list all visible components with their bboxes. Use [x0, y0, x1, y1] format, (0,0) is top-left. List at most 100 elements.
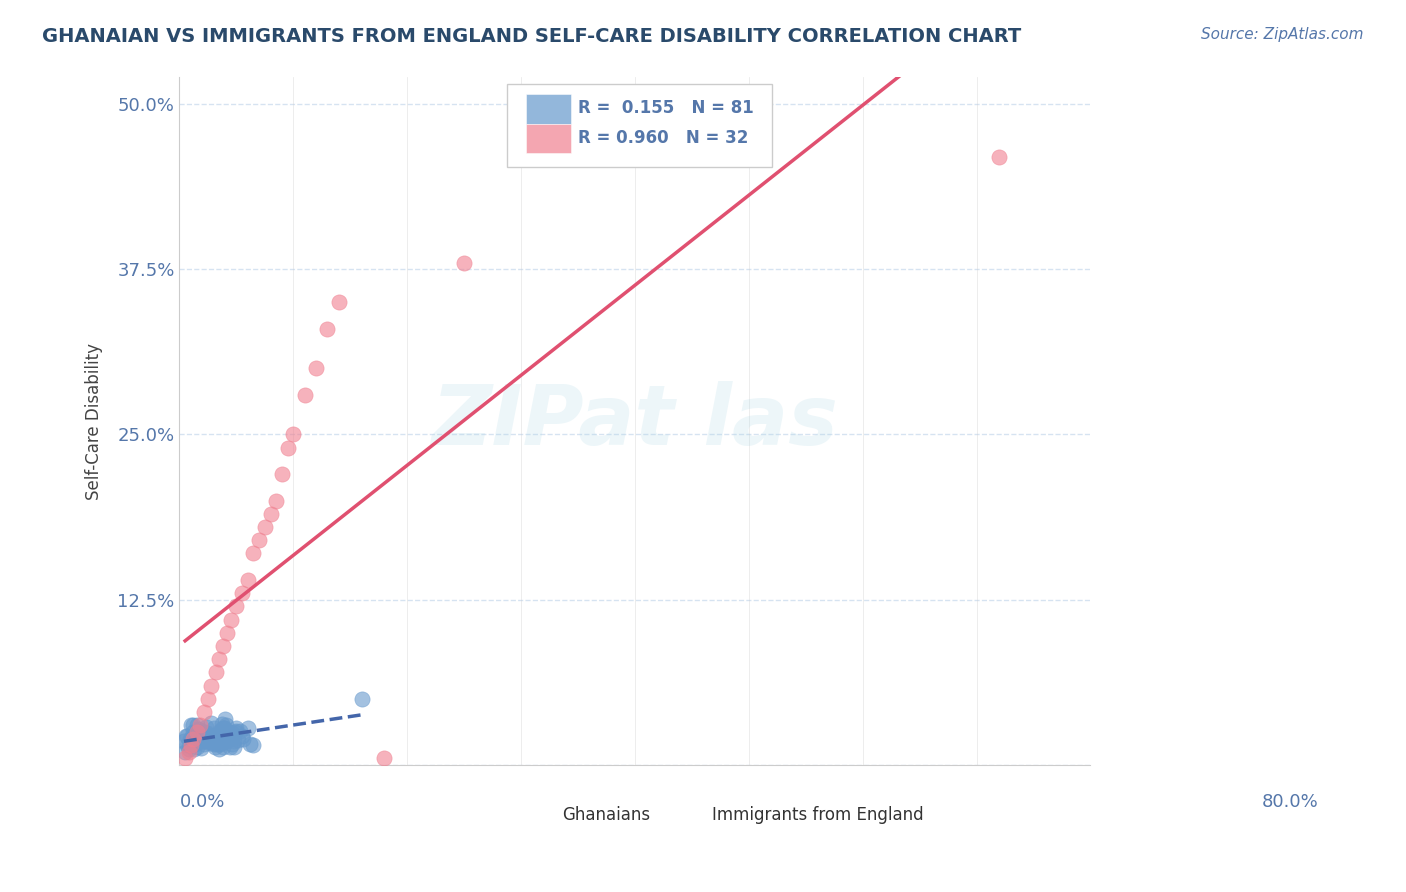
FancyBboxPatch shape	[508, 85, 772, 167]
Point	[205, 728, 228, 742]
Point	[188, 726, 211, 740]
Point	[174, 729, 197, 743]
Point	[259, 507, 281, 521]
Point	[305, 361, 328, 376]
Point	[271, 467, 294, 482]
FancyBboxPatch shape	[526, 123, 571, 153]
Point	[181, 718, 204, 732]
Point	[184, 737, 207, 751]
Point	[225, 723, 247, 738]
Point	[253, 520, 276, 534]
Point	[186, 725, 208, 739]
Point	[294, 388, 316, 402]
Point	[200, 679, 222, 693]
Point	[198, 734, 221, 748]
Point	[222, 734, 245, 748]
Point	[204, 729, 226, 743]
Point	[177, 745, 200, 759]
Point	[194, 720, 217, 734]
Point	[193, 737, 215, 751]
Point	[202, 721, 225, 735]
Point	[208, 652, 231, 666]
Point	[316, 321, 339, 335]
Point	[207, 729, 229, 743]
Point	[214, 734, 236, 748]
Point	[217, 731, 239, 746]
Point	[208, 742, 231, 756]
Point	[219, 729, 242, 743]
Point	[197, 692, 219, 706]
Point	[217, 732, 239, 747]
Point	[215, 718, 238, 732]
Point	[218, 739, 240, 754]
Point	[214, 712, 236, 726]
Point	[193, 731, 215, 746]
Point	[174, 745, 197, 759]
Point	[191, 734, 214, 748]
Y-axis label: Self-Care Disability: Self-Care Disability	[86, 343, 103, 500]
Point	[453, 255, 475, 269]
Point	[225, 721, 247, 735]
Point	[193, 705, 215, 719]
Point	[208, 726, 231, 740]
Point	[217, 723, 239, 738]
Point	[225, 599, 247, 614]
Point	[209, 723, 232, 738]
Point	[236, 721, 259, 735]
Point	[180, 731, 202, 746]
Point	[217, 625, 239, 640]
Point	[187, 726, 209, 740]
Point	[277, 441, 299, 455]
Text: 0.0%: 0.0%	[180, 792, 225, 811]
Point	[226, 732, 249, 747]
Text: R =  0.155   N = 81: R = 0.155 N = 81	[578, 99, 754, 118]
FancyBboxPatch shape	[662, 801, 707, 830]
Point	[195, 726, 218, 740]
Point	[264, 493, 287, 508]
Point	[181, 737, 204, 751]
Point	[176, 729, 198, 743]
Point	[200, 729, 222, 743]
Point	[176, 738, 198, 752]
Point	[212, 721, 235, 735]
Point	[173, 734, 195, 748]
Point	[215, 729, 238, 743]
Point	[188, 718, 211, 732]
Point	[193, 734, 215, 748]
Point	[219, 613, 242, 627]
Point	[197, 729, 219, 743]
Point	[200, 715, 222, 730]
Point	[187, 725, 209, 739]
Point	[193, 731, 215, 746]
Point	[242, 738, 264, 752]
Point	[211, 721, 233, 735]
Text: ZIPat las: ZIPat las	[432, 381, 838, 462]
Point	[232, 731, 254, 746]
Point	[180, 734, 202, 748]
Point	[180, 738, 202, 752]
Point	[205, 737, 228, 751]
Point	[283, 427, 305, 442]
Text: Ghanaians: Ghanaians	[562, 805, 650, 823]
Text: GHANAIAN VS IMMIGRANTS FROM ENGLAND SELF-CARE DISABILITY CORRELATION CHART: GHANAIAN VS IMMIGRANTS FROM ENGLAND SELF…	[42, 27, 1021, 45]
Point	[191, 723, 214, 738]
Point	[186, 718, 208, 732]
Point	[201, 734, 224, 748]
Point	[190, 740, 212, 755]
Point	[221, 726, 243, 740]
Text: 80.0%: 80.0%	[1261, 792, 1319, 811]
Point	[186, 739, 208, 754]
Point	[174, 751, 197, 765]
Text: Immigrants from England: Immigrants from England	[713, 805, 924, 823]
Point	[205, 731, 228, 746]
Point	[198, 734, 221, 748]
Text: R = 0.960   N = 32: R = 0.960 N = 32	[578, 129, 749, 147]
Point	[187, 723, 209, 737]
Point	[231, 729, 253, 743]
Point	[247, 533, 270, 548]
Point	[239, 737, 262, 751]
Point	[197, 731, 219, 746]
Point	[209, 737, 232, 751]
Point	[988, 150, 1011, 164]
Point	[198, 735, 221, 749]
